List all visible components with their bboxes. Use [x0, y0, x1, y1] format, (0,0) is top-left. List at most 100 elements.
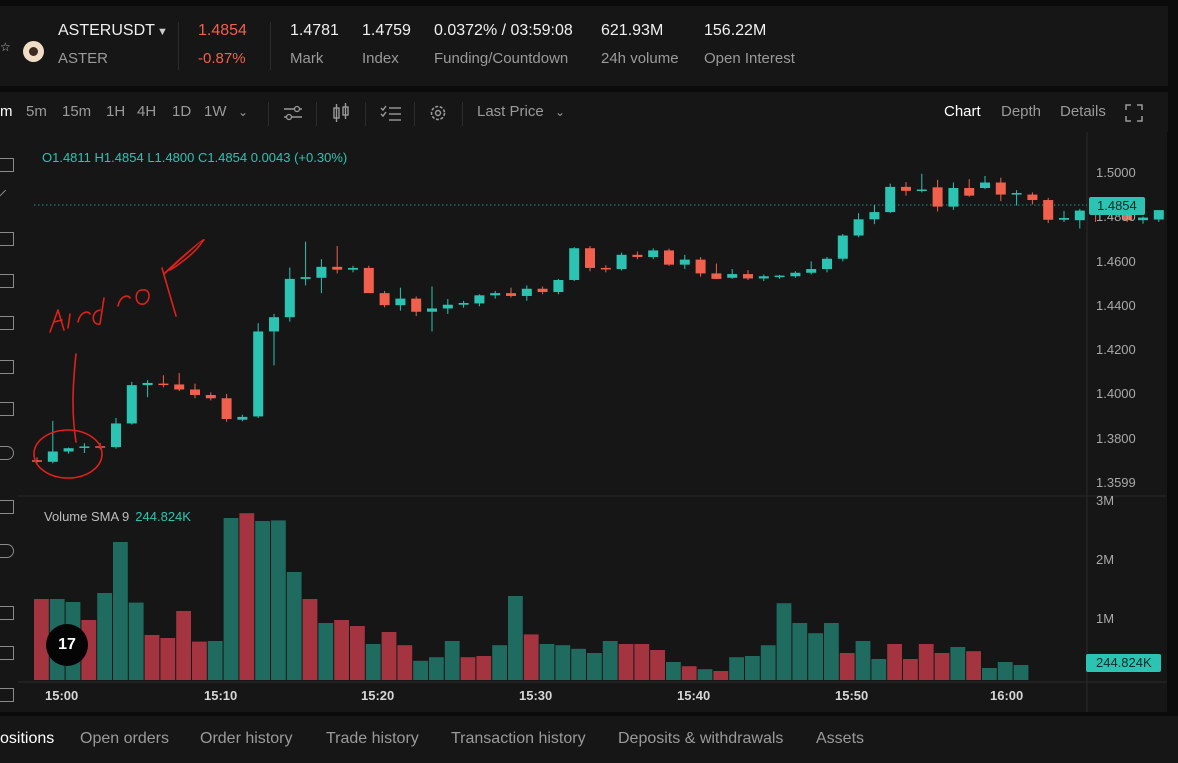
interval-5m[interactable]: 5m	[26, 103, 47, 120]
candle-body[interactable]	[1122, 210, 1133, 221]
candle-body[interactable]	[284, 278, 295, 318]
candle-body[interactable]	[63, 448, 74, 452]
candle-body[interactable]	[743, 274, 753, 279]
candle-body[interactable]	[221, 398, 232, 420]
candle-body[interactable]	[332, 266, 343, 270]
candle-body[interactable]	[727, 274, 738, 278]
tab-assets[interactable]: Assets	[816, 730, 865, 747]
candle-body[interactable]	[711, 273, 722, 279]
fib-tool-icon[interactable]	[0, 232, 14, 246]
prediction-tool-icon[interactable]	[0, 402, 14, 416]
candle-body[interactable]	[458, 302, 469, 305]
price-mode-select[interactable]: Last Price	[477, 103, 544, 120]
candle-body[interactable]	[648, 250, 659, 257]
candle-body[interactable]	[1043, 200, 1054, 220]
candle-body[interactable]	[126, 385, 137, 424]
candle-body[interactable]	[932, 187, 943, 207]
interval-1m[interactable]: m	[0, 103, 13, 120]
chart-settings-list-icon[interactable]	[380, 104, 402, 122]
gear-icon[interactable]	[428, 103, 448, 123]
candle-body[interactable]	[1059, 217, 1069, 220]
interval-1w[interactable]: 1W	[204, 103, 227, 120]
tab-trade-history[interactable]: Trade history	[326, 730, 419, 747]
candle-body[interactable]	[1138, 217, 1148, 221]
tab-transaction-history[interactable]: Transaction history	[451, 730, 586, 747]
candle-body[interactable]	[427, 308, 437, 312]
candle-body[interactable]	[521, 288, 532, 296]
candle-type-icon[interactable]	[331, 103, 351, 123]
candle-body[interactable]	[790, 272, 801, 277]
candle-body[interactable]	[205, 394, 216, 399]
candle-body[interactable]	[885, 186, 896, 213]
candle-body[interactable]	[363, 267, 374, 294]
lock-tool-icon[interactable]	[0, 646, 14, 660]
candle-body[interactable]	[980, 182, 990, 188]
candle-body[interactable]	[79, 446, 90, 448]
zoom-tool-icon[interactable]	[0, 544, 14, 558]
favorite-star-icon[interactable]: ☆	[0, 40, 11, 54]
text-tool-icon[interactable]	[0, 316, 14, 330]
candle-body[interactable]	[490, 293, 501, 296]
candle-body[interactable]	[316, 266, 327, 278]
interval-4h[interactable]: 4H	[137, 103, 157, 120]
tab-deposits-withdrawals[interactable]: Deposits & withdrawals	[618, 730, 784, 747]
candle-body[interactable]	[300, 277, 311, 279]
view-tab-details[interactable]: Details	[1060, 103, 1106, 120]
price-chart[interactable]: 1.5000 1.4800 1.4600 1.4400 1.4200 1.400…	[0, 92, 1168, 712]
candle-body[interactable]	[47, 451, 58, 462]
candle-body[interactable]	[901, 186, 911, 191]
view-tab-depth[interactable]: Depth	[1001, 103, 1042, 120]
candle-body[interactable]	[506, 293, 516, 296]
symbol-dropdown-chevron-icon[interactable]: ▼	[157, 26, 168, 38]
candle-body[interactable]	[174, 384, 185, 390]
candle-body[interactable]	[758, 276, 769, 279]
candle-body[interactable]	[142, 382, 153, 386]
candle-body[interactable]	[948, 187, 959, 207]
candle-body[interactable]	[853, 219, 864, 236]
candle-body[interactable]	[585, 248, 595, 268]
trash-tool-icon[interactable]	[0, 688, 14, 702]
candle-body[interactable]	[837, 235, 848, 259]
candle-body[interactable]	[616, 254, 627, 270]
candle-body[interactable]	[442, 304, 453, 309]
candle-body[interactable]	[869, 212, 880, 220]
crosshair-tool-icon[interactable]	[0, 158, 14, 172]
candle-body[interactable]	[679, 259, 690, 265]
candle-body[interactable]	[806, 269, 817, 273]
candle-body[interactable]	[569, 248, 580, 280]
price-mode-chevron-icon[interactable]: ⌄	[555, 105, 566, 119]
candle-body[interactable]	[253, 331, 264, 417]
interval-15m[interactable]: 15m	[62, 103, 92, 120]
candle-body[interactable]	[774, 275, 785, 278]
candle-body[interactable]	[916, 189, 927, 192]
ruler-tool-icon[interactable]	[0, 500, 14, 514]
candle-body[interactable]	[1027, 194, 1038, 201]
brush-tool-icon[interactable]	[0, 274, 14, 288]
view-tab-chart[interactable]: Chart	[944, 103, 981, 120]
candle-body[interactable]	[632, 254, 643, 257]
candle-body[interactable]	[695, 259, 706, 274]
candle-body[interactable]	[1153, 210, 1164, 220]
fullscreen-icon[interactable]	[1125, 104, 1143, 122]
tab-positions[interactable]: ositions	[0, 730, 55, 747]
candle-body[interactable]	[822, 258, 832, 270]
candle-body[interactable]	[1074, 210, 1085, 221]
candle-body[interactable]	[395, 298, 406, 306]
indicators-icon[interactable]	[283, 104, 303, 122]
candle-body[interactable]	[379, 293, 390, 306]
volume-indicator-legend[interactable]: Volume SMA 9 244.824K	[44, 509, 191, 524]
candle-body[interactable]	[995, 182, 1006, 195]
candle-body[interactable]	[32, 460, 42, 462]
candle-body[interactable]	[348, 267, 358, 270]
interval-1h[interactable]: 1H	[106, 103, 126, 120]
symbol-name[interactable]: ASTERUSDT	[58, 22, 155, 39]
interval-more-chevron-icon[interactable]: ⌄	[238, 105, 249, 119]
candle-body[interactable]	[664, 250, 674, 265]
tradingview-logo[interactable]: 17	[46, 624, 88, 666]
emoji-tool-icon[interactable]	[0, 446, 14, 460]
candle-body[interactable]	[237, 416, 248, 420]
candle-body[interactable]	[600, 267, 611, 270]
candle-body[interactable]	[1011, 193, 1022, 195]
candle-body[interactable]	[411, 298, 422, 312]
interval-1d[interactable]: 1D	[172, 103, 192, 120]
